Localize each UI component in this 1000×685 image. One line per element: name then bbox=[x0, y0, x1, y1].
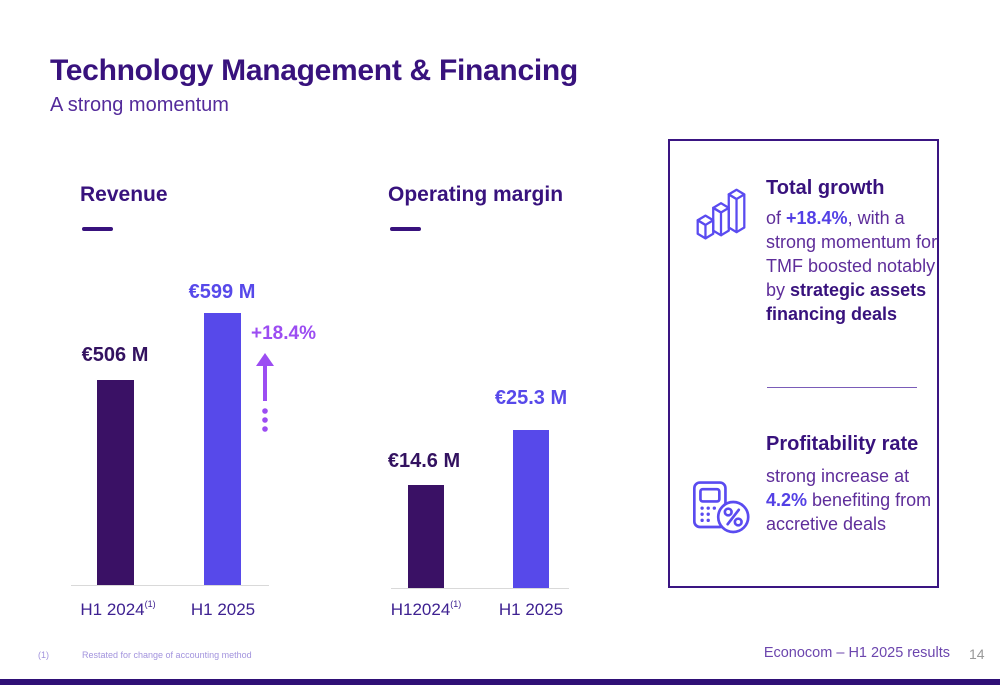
total-growth-title: Total growth bbox=[766, 177, 885, 199]
profitability-pct-highlight: 4.2% bbox=[766, 489, 808, 510]
footer-brand: Econocom – H1 2025 results bbox=[763, 645, 950, 661]
revenue-h1-2025-value: €599 M bbox=[188, 281, 256, 303]
total-growth-text: of +18.4%, with a strong momentum for TM… bbox=[766, 207, 940, 327]
operating-margin-chart-title: Operating margin bbox=[388, 183, 564, 206]
footer-page-number: 14 bbox=[969, 646, 985, 662]
revenue-x-label-h1-2024: H1 2024(1) bbox=[80, 599, 156, 620]
growth-text-seg: of bbox=[766, 208, 787, 228]
footnote-text: Restated for change of accounting method bbox=[82, 650, 252, 660]
profitability-text-seg: strong increase at bbox=[766, 466, 910, 486]
margin-h1-2025-value: €25.3 M bbox=[494, 387, 568, 409]
revenue-bar-h1-2024 bbox=[97, 380, 134, 585]
operating-margin-title-underline bbox=[390, 227, 421, 231]
margin-x-label-h1-2025-text: H1 2025 bbox=[498, 600, 564, 619]
bottom-accent-bar bbox=[0, 679, 1000, 685]
profitability-rate-title: Profitability rate bbox=[766, 433, 919, 455]
revenue-title-underline bbox=[82, 227, 113, 231]
page-title: Technology Management & Financing bbox=[50, 54, 578, 87]
revenue-h1-2024-value: €506 M bbox=[81, 344, 149, 366]
margin-bar-h1-2024 bbox=[408, 485, 444, 588]
margin-h1-2024-value: €14.6 M bbox=[387, 450, 461, 472]
page-subtitle: A strong momentum bbox=[50, 94, 229, 116]
margin-bar-h1-2025 bbox=[513, 430, 549, 588]
up-arrow-dotted-icon bbox=[256, 353, 274, 432]
revenue-x-label-h1-2025: H1 2025 bbox=[191, 600, 255, 620]
profitability-rate-text: strong increase at 4.2% benefiting from … bbox=[766, 465, 934, 537]
revenue-x-label-h1-2025-text: H1 2025 bbox=[190, 600, 256, 619]
margin-x-label-h1-2024: H12024(1) bbox=[390, 599, 462, 620]
growth-pct-highlight: +18.4% bbox=[786, 208, 848, 228]
footnote-ref-mark: (1) bbox=[144, 599, 156, 610]
revenue-x-label-h1-2024-text: H1 2024 bbox=[80, 600, 145, 619]
revenue-axis-line bbox=[71, 585, 269, 586]
highlights-panel: Total growth of +18.4%, with a strong mo… bbox=[668, 139, 939, 588]
revenue-growth-label: +18.4% bbox=[251, 323, 316, 344]
calculator-percent-icon bbox=[693, 481, 750, 534]
panel-divider bbox=[767, 387, 917, 388]
profitability-text-seg: benefiting from accretive deals bbox=[766, 489, 932, 534]
margin-x-label-h1-2024-text: H12024 bbox=[390, 600, 451, 619]
margin-axis-line bbox=[391, 588, 569, 589]
margin-x-label-h1-2025: H1 2025 bbox=[499, 600, 563, 620]
footnote-ref-mark: (1) bbox=[450, 599, 462, 610]
growth-text-seg: , with a strong momentum for TMF boosted… bbox=[766, 208, 938, 300]
footnote-ref: (1) bbox=[38, 650, 49, 660]
revenue-bar-h1-2025 bbox=[204, 313, 241, 585]
growth-strategic-highlight: strategic assets financing deals bbox=[766, 279, 927, 324]
revenue-chart-title: Revenue bbox=[80, 183, 168, 206]
bar-chart-3d-icon bbox=[696, 188, 746, 240]
